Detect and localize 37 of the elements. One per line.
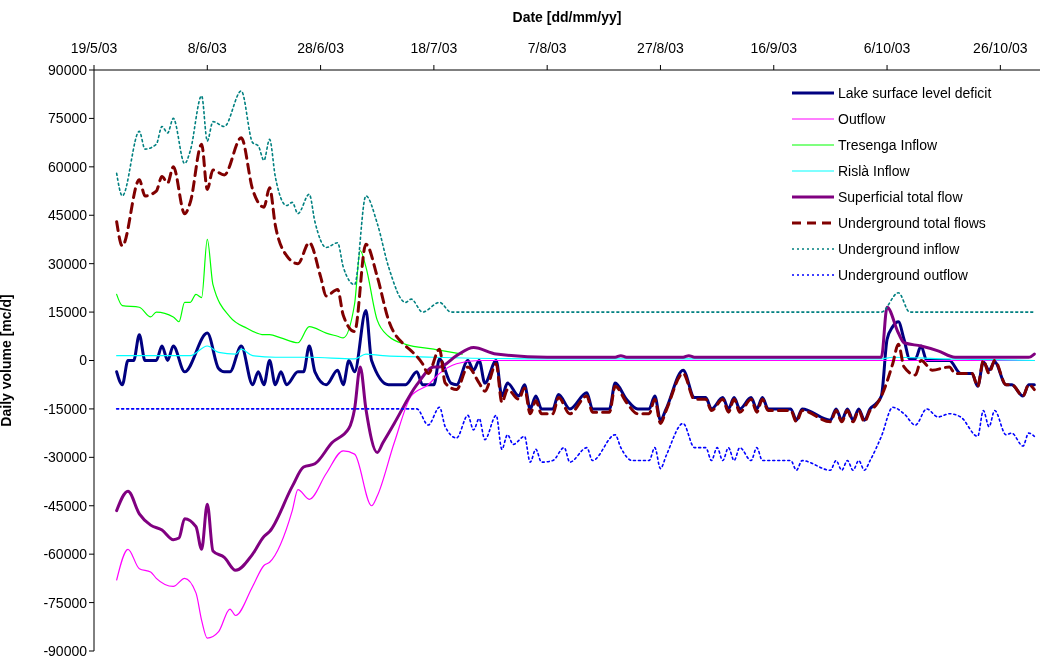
legend-label: Underground inflow (838, 241, 960, 257)
x-tick-label: 6/10/03 (863, 40, 911, 56)
legend-label: Superficial total flow (838, 189, 963, 205)
y-tick-label: 60000 (48, 158, 88, 175)
y-tick-label: 15000 (48, 304, 88, 321)
y-tick-label: -15000 (43, 400, 88, 417)
x-tick-label: 18/7/03 (410, 40, 458, 56)
x-tick-label: 26/10/03 (973, 40, 1028, 56)
legend-label: Outflow (838, 111, 886, 127)
legend-label: Rislà Inflow (838, 163, 910, 179)
x-tick-label: 8/6/03 (187, 40, 227, 56)
x-tick-label: 16/9/03 (750, 40, 798, 56)
line-series (115, 305, 1036, 572)
y-axis-title: Daily volume [mc/d] (0, 294, 14, 427)
y-tick-label: 0 (79, 352, 88, 369)
y-tick-label: 30000 (48, 255, 88, 272)
y-tick-label: 90000 (48, 61, 88, 78)
x-tick-label: 19/5/03 (70, 40, 118, 56)
y-tick-label: -45000 (43, 497, 88, 514)
x-tick-label: 28/6/03 (297, 40, 345, 56)
y-tick-label: 75000 (48, 110, 88, 127)
line-series (115, 136, 1036, 425)
y-tick-label: -90000 (43, 642, 88, 657)
y-tick-label: -30000 (43, 449, 88, 466)
legend-label: Underground total flows (838, 215, 986, 231)
line-series (116, 345, 1035, 362)
y-tick-label: -75000 (43, 594, 88, 611)
legend-label: Tresenga Inflow (838, 137, 938, 153)
y-tick-label: -60000 (43, 546, 88, 563)
legend-label: Underground outflow (838, 267, 968, 283)
x-axis-title: Date [dd/mm/yy] (512, 8, 622, 25)
x-tick-label: 27/8/03 (637, 40, 685, 56)
legend-label: Lake surface level deficit (838, 85, 992, 101)
line-series (115, 406, 1036, 472)
x-tick-label: 7/8/03 (527, 40, 567, 56)
y-tick-label: 45000 (48, 207, 88, 224)
line-series (116, 238, 463, 355)
